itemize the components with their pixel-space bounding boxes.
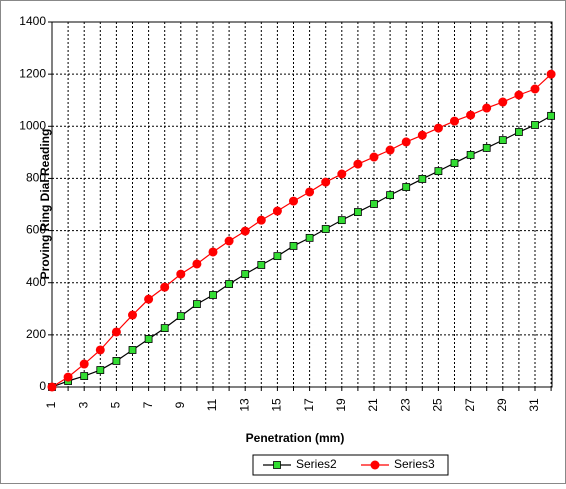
- x-tick-label: 31: [527, 398, 541, 412]
- legend-marker: [370, 460, 380, 470]
- point: [209, 291, 217, 299]
- point: [321, 225, 330, 233]
- y-tick-label: 400: [26, 275, 46, 289]
- point: [434, 167, 443, 176]
- point: [546, 69, 556, 79]
- point: [498, 136, 507, 145]
- point: [466, 110, 476, 120]
- point: [498, 97, 508, 107]
- x-tick-label: 29: [495, 398, 509, 412]
- x-tick-label: 5: [109, 401, 123, 408]
- point: [272, 206, 282, 216]
- point: [63, 372, 73, 382]
- point: [144, 335, 153, 343]
- point: [305, 233, 314, 242]
- point: [547, 111, 555, 120]
- point: [176, 312, 185, 320]
- x-tick-label: 1: [44, 401, 58, 408]
- y-tick-label: 200: [26, 327, 46, 341]
- y-axis-title: Proving Ring Dial Reading: [38, 129, 52, 280]
- legend: [252, 454, 449, 476]
- point: [160, 324, 169, 332]
- point: [289, 196, 298, 206]
- point: [128, 346, 137, 354]
- x-tick-label: 7: [141, 401, 155, 408]
- point: [305, 187, 315, 197]
- point: [176, 269, 186, 279]
- point: [401, 137, 411, 147]
- x-tick-label: 17: [302, 398, 316, 412]
- point: [111, 327, 121, 337]
- point: [112, 357, 121, 365]
- point: [450, 116, 459, 126]
- x-tick-label: 3: [76, 401, 90, 408]
- point: [241, 270, 250, 279]
- grid: [52, 21, 552, 388]
- point: [80, 372, 89, 380]
- x-tick-label: 13: [237, 398, 251, 412]
- point: [225, 280, 234, 288]
- point: [128, 310, 137, 320]
- point: [385, 145, 395, 155]
- point: [450, 159, 459, 167]
- point: [273, 252, 282, 261]
- point: [530, 84, 540, 94]
- point: [192, 259, 202, 269]
- y-tick-label: 800: [26, 171, 46, 185]
- point: [433, 123, 443, 133]
- point: [337, 169, 347, 179]
- point: [402, 183, 411, 191]
- x-tick-label: 9: [173, 401, 187, 408]
- point: [466, 151, 475, 159]
- x-tick-label: 27: [463, 398, 477, 412]
- point: [192, 300, 201, 308]
- point: [160, 282, 170, 292]
- x-axis-title: Penetration (mm): [246, 431, 345, 445]
- point: [257, 261, 266, 269]
- point: [208, 247, 218, 257]
- point: [369, 152, 379, 162]
- y-tick-label: 0: [39, 379, 46, 393]
- legend-label: Series2: [296, 457, 337, 471]
- x-tick-label: 25: [431, 398, 445, 412]
- point: [514, 90, 524, 100]
- point: [386, 191, 395, 200]
- point: [370, 200, 378, 208]
- x-tick-label: 23: [398, 398, 412, 412]
- y-tick-label: 1200: [19, 66, 46, 80]
- x-tick-label: 21: [366, 398, 380, 412]
- y-tick-label: 600: [26, 223, 46, 237]
- point: [224, 236, 234, 246]
- y-tick-label: 1000: [19, 118, 46, 132]
- point: [240, 226, 250, 236]
- point: [482, 144, 491, 152]
- x-tick-label: 15: [270, 398, 284, 412]
- point: [256, 215, 266, 225]
- legend-label: Series3: [394, 457, 435, 471]
- x-tick-label: 11: [205, 398, 219, 411]
- point: [353, 208, 362, 216]
- point: [482, 103, 492, 113]
- plot-area: [51, 21, 553, 388]
- y-tick-label: 1400: [19, 14, 46, 28]
- point: [531, 121, 539, 129]
- point: [353, 159, 363, 169]
- point: [321, 177, 331, 187]
- point: [289, 242, 298, 250]
- point: [79, 359, 89, 369]
- point: [417, 130, 427, 140]
- point: [144, 294, 154, 304]
- point: [95, 345, 105, 355]
- point: [337, 216, 346, 225]
- point: [96, 366, 105, 374]
- point: [418, 175, 427, 183]
- x-tick-label: 19: [334, 398, 348, 412]
- point: [515, 128, 523, 136]
- point: [47, 382, 57, 392]
- legend-marker: [273, 461, 281, 469]
